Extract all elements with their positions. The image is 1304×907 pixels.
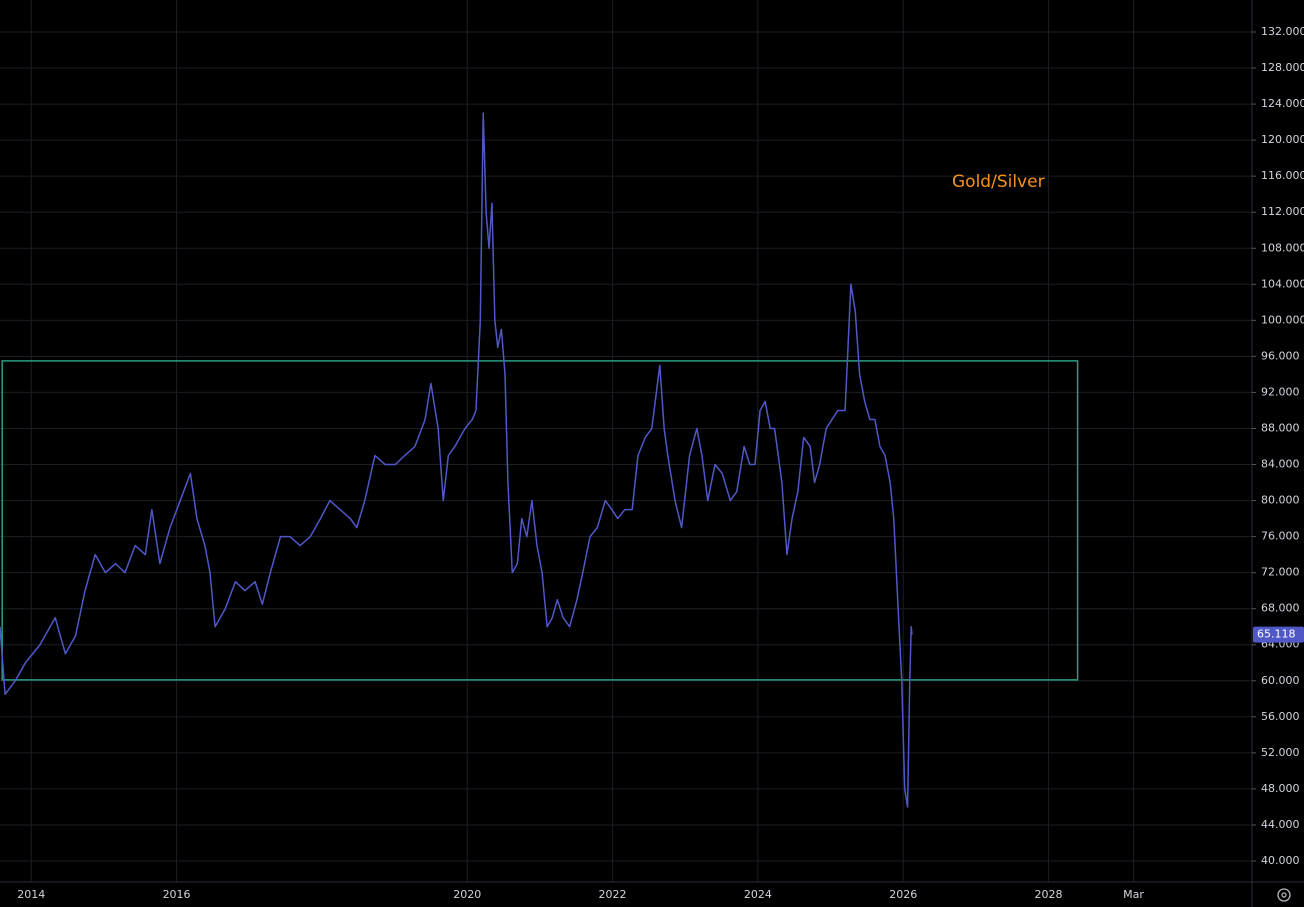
plot xyxy=(0,112,1079,808)
x-tick-label: 2016 xyxy=(163,888,191,901)
last-value-label: 65.118 xyxy=(1257,628,1296,641)
x-tick-label: 2028 xyxy=(1035,888,1063,901)
x-tick-label: Mar xyxy=(1123,888,1144,901)
y-tick-label: 96.000 xyxy=(1261,349,1300,362)
series-line xyxy=(0,112,913,808)
x-tick-label: 2020 xyxy=(453,888,481,901)
y-tick-label: 108.000 xyxy=(1261,241,1304,254)
y-tick-label: 104.000 xyxy=(1261,277,1304,290)
x-tick-label: 2014 xyxy=(17,888,45,901)
y-tick-label: 60.000 xyxy=(1261,674,1300,687)
annotation: Gold/Silver xyxy=(952,172,1045,192)
range-box xyxy=(1,360,1079,681)
last-value-box xyxy=(1253,626,1304,643)
y-tick-label: 52.000 xyxy=(1261,746,1300,759)
y-tick-label: 112.000 xyxy=(1261,205,1304,218)
grid xyxy=(0,0,1252,882)
y-tick-label: 80.000 xyxy=(1261,494,1300,507)
y-tick-label: 56.000 xyxy=(1261,710,1300,723)
y-tick-label: 88.000 xyxy=(1261,421,1300,434)
x-tick-label: 2026 xyxy=(889,888,917,901)
y-tick-label: 84.000 xyxy=(1261,458,1300,471)
y-tick-label: 132.000 xyxy=(1261,25,1304,38)
y-tick-label: 68.000 xyxy=(1261,602,1300,615)
y-tick-label: 124.000 xyxy=(1261,97,1304,110)
x-tick-label: 2024 xyxy=(744,888,772,901)
y-tick-label: 76.000 xyxy=(1261,530,1300,543)
y-tick-label: 48.000 xyxy=(1261,782,1300,795)
settings-icon[interactable] xyxy=(1277,888,1291,902)
y-tick-label: 116.000 xyxy=(1261,169,1304,182)
y-tick-label: 92.000 xyxy=(1261,385,1300,398)
y-tick-label: 72.000 xyxy=(1261,566,1300,579)
y-tick-label: 44.000 xyxy=(1261,818,1300,831)
x-tick-label: 2022 xyxy=(599,888,627,901)
y-tick-label: 40.000 xyxy=(1261,854,1300,867)
axes: 40.00044.00048.00052.00056.00060.00064.0… xyxy=(17,25,1304,901)
y-tick-label: 100.000 xyxy=(1261,313,1304,326)
y-tick-label: 128.000 xyxy=(1261,61,1304,74)
y-tick-label: 120.000 xyxy=(1261,133,1304,146)
